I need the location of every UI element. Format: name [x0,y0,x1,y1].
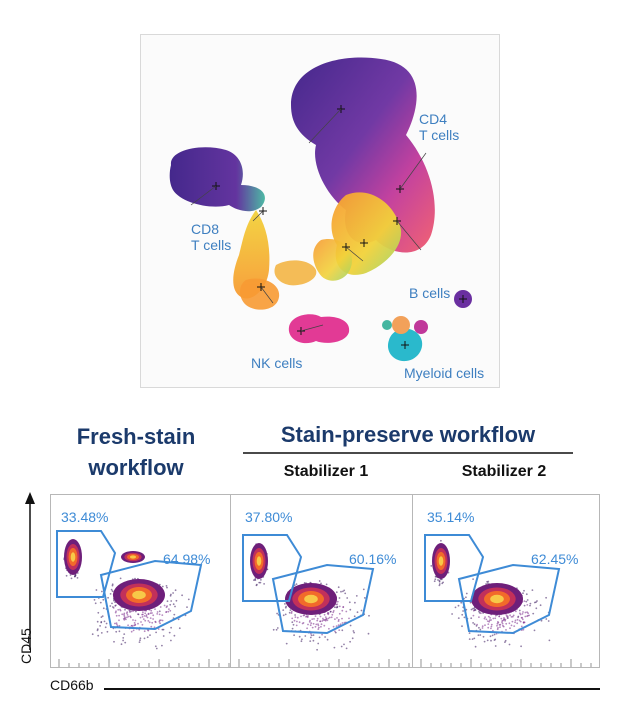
x-axis-line [104,688,600,690]
leader-lines [190,108,427,332]
flow-plot-stabilizer-2: 35.14% 62.45% [412,494,600,668]
axis-ticks [238,659,410,667]
scatter-fresh [56,530,230,667]
gate-main-percent: 64.98% [163,551,211,567]
y-axis-label: CD45 [18,628,34,664]
stabilizer-2-title: Stabilizer 2 [461,463,547,480]
flow-plot-fresh: 33.48% 64.98% [50,494,238,668]
gate-main-percent: 60.16% [349,551,397,567]
nk-cells-label: NK cells [251,355,303,371]
fresh-stain-title: Fresh-stain workflow [76,424,196,480]
stabilizer-1-title: Stabilizer 1 [283,463,369,480]
cd8-label: CD8 T cells [191,221,232,253]
axis-ticks [420,659,592,667]
cd4-cluster [291,57,435,253]
main-density [113,579,165,611]
connector-cluster [233,210,270,299]
main-density [471,583,523,615]
main-gate [99,559,203,631]
stain-preserve-underline [243,452,573,454]
stain-preserve-title: Stain-preserve workflow [280,422,536,447]
myeloid-small-cluster-2 [414,320,428,334]
x-axis-label: CD66b [50,677,94,693]
upper-left-density [250,543,268,579]
myeloid-small-cluster-1 [392,316,410,334]
gate-upper-left-percent: 37.80% [245,509,293,525]
small-cluster-density [121,551,145,563]
gate-upper-left-percent: 33.48% [61,509,109,525]
cd8-cluster [169,147,265,212]
axis-ticks [58,659,230,667]
upper-left-gate [56,530,117,598]
main-gate [271,563,375,635]
bridge-cluster [274,260,317,286]
b-cells-label: B cells [409,285,451,301]
gate-upper-left-percent: 35.14% [427,509,475,525]
y-axis-arrow [25,492,35,650]
gate-main-percent: 62.45% [531,551,579,567]
umap-clusters [169,57,472,362]
myeloid-cells-label: Myeloid cells [404,365,485,381]
flow-plot-stabilizer-1: 37.80% 60.16% [230,494,418,668]
mid-lower-cluster [313,239,352,281]
umap-plot: CD4 T cells CD8 T cells B cells NK cells… [140,34,500,388]
lower-left-cluster [240,278,280,310]
upper-left-gate [242,534,303,602]
main-density [285,583,337,615]
nk-cluster [288,314,350,344]
main-gate [457,563,561,635]
upper-left-gate [424,534,485,602]
scatter-stabilizer-1 [238,534,410,667]
scatter-stabilizer-2 [420,534,592,667]
myeloid-small-cluster-3 [382,320,392,330]
cd4-label: CD4 T cells [419,111,460,143]
upper-left-density [432,543,450,579]
upper-left-density [64,539,82,575]
